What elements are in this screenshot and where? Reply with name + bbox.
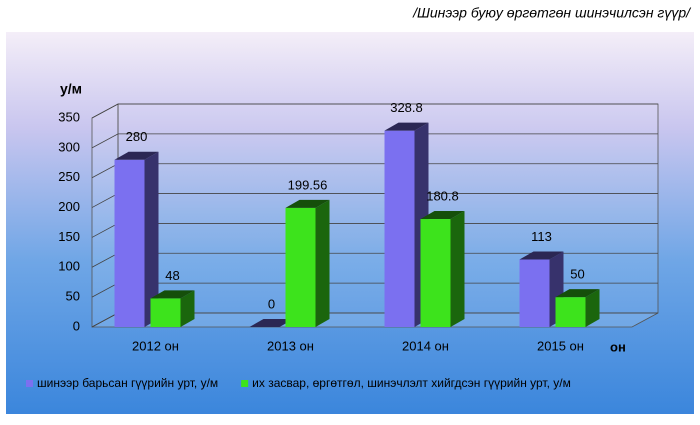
grid-line xyxy=(91,133,658,149)
value-label: 0 xyxy=(268,296,275,311)
bar-top xyxy=(150,290,195,299)
bar-side xyxy=(450,211,465,327)
y-tick-label: 250 xyxy=(58,169,80,184)
bar-top xyxy=(384,122,429,131)
x-axis-label: он xyxy=(610,339,626,354)
side-wall xyxy=(91,103,119,328)
value-label: 113 xyxy=(531,229,552,244)
y-tick-label: 350 xyxy=(58,109,80,124)
y-tick-label: 50 xyxy=(66,289,80,304)
chart-title: /Шинээр буюу өргөтгөн шинэчилсэн гүүр/ xyxy=(412,5,692,21)
x-tick-label: 2015 он xyxy=(537,338,584,353)
grid-line xyxy=(91,103,658,119)
y-tick-label: 300 xyxy=(58,139,80,154)
bar-top xyxy=(285,199,330,208)
x-tick-label: 2012 он xyxy=(132,338,179,353)
bar xyxy=(285,207,316,327)
legend-label: шинээр барьсан гүүрийн урт, у/м xyxy=(37,376,218,390)
bar xyxy=(150,298,181,327)
bar-top xyxy=(420,211,465,220)
value-label: 48 xyxy=(165,268,179,283)
bar xyxy=(519,259,550,327)
bar xyxy=(420,219,451,327)
bar-top xyxy=(519,251,564,260)
y-tick-label: 150 xyxy=(58,229,80,244)
y-axis-label: у/м xyxy=(60,81,82,97)
bar-side xyxy=(144,151,159,327)
y-tick-label: 0 xyxy=(73,318,80,333)
bar xyxy=(384,130,415,327)
x-tick-label: 2013 он xyxy=(267,338,314,353)
bar-top xyxy=(249,319,294,327)
bar xyxy=(114,159,145,327)
bar-top xyxy=(114,151,159,160)
y-tick-label: 200 xyxy=(58,199,80,214)
x-tick-label: 2014 он xyxy=(402,338,449,353)
value-label: 199.56 xyxy=(288,177,328,192)
bar-side xyxy=(315,199,330,327)
y-tick-label: 100 xyxy=(58,259,80,274)
value-label: 50 xyxy=(570,267,584,282)
legend-swatch xyxy=(26,380,33,387)
legend-label: их засвар, өргөтгөл, шинэчлэлт хийгдсэн … xyxy=(252,376,571,390)
value-label: 180.8 xyxy=(426,188,459,203)
bar-side xyxy=(585,289,600,327)
value-label: 280 xyxy=(126,129,148,144)
bar-top xyxy=(555,289,600,298)
legend-swatch xyxy=(241,380,249,387)
bar xyxy=(555,297,586,327)
value-label: 328.8 xyxy=(390,100,423,115)
bar-side xyxy=(180,290,195,327)
